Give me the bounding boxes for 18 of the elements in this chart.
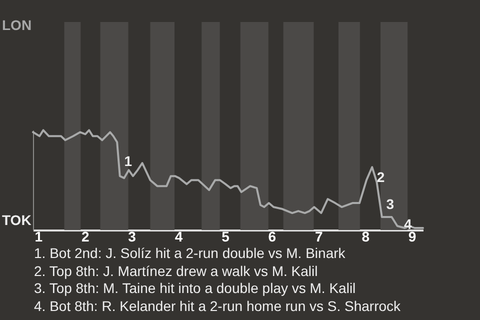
text: LON: [2, 17, 32, 33]
x-tick-label: 8: [362, 228, 370, 244]
x-tick-label: 4: [174, 228, 183, 244]
text: 2. Top 8th: J. Martínez drew a walk vs M. Kalil: [34, 262, 319, 280]
x-tick-label: 5: [222, 228, 230, 244]
x-tick-label: 1: [34, 228, 43, 244]
x-tick-label: 7: [314, 228, 323, 244]
text: 3. Top 8th: M. Taine hit into a double play vs M. Kalil: [34, 280, 357, 298]
x-tick-label: 2: [81, 228, 90, 244]
text: 1. Bot 2nd: J. Solíz hit a 2-run double vs M. Binark: [34, 245, 346, 262]
text: 4. Bot 8th: R. Kelander hit a 2-run home run vs S. Sharrock: [34, 298, 401, 315]
annotation: 3: [386, 196, 394, 212]
x-tick-label: 3: [128, 228, 136, 244]
x-tick-label: 9: [408, 228, 416, 244]
annotation: 1: [124, 153, 132, 170]
text: TOK: [2, 212, 32, 228]
x-tick-label: 6: [268, 228, 276, 244]
annotation: 2: [376, 169, 385, 186]
